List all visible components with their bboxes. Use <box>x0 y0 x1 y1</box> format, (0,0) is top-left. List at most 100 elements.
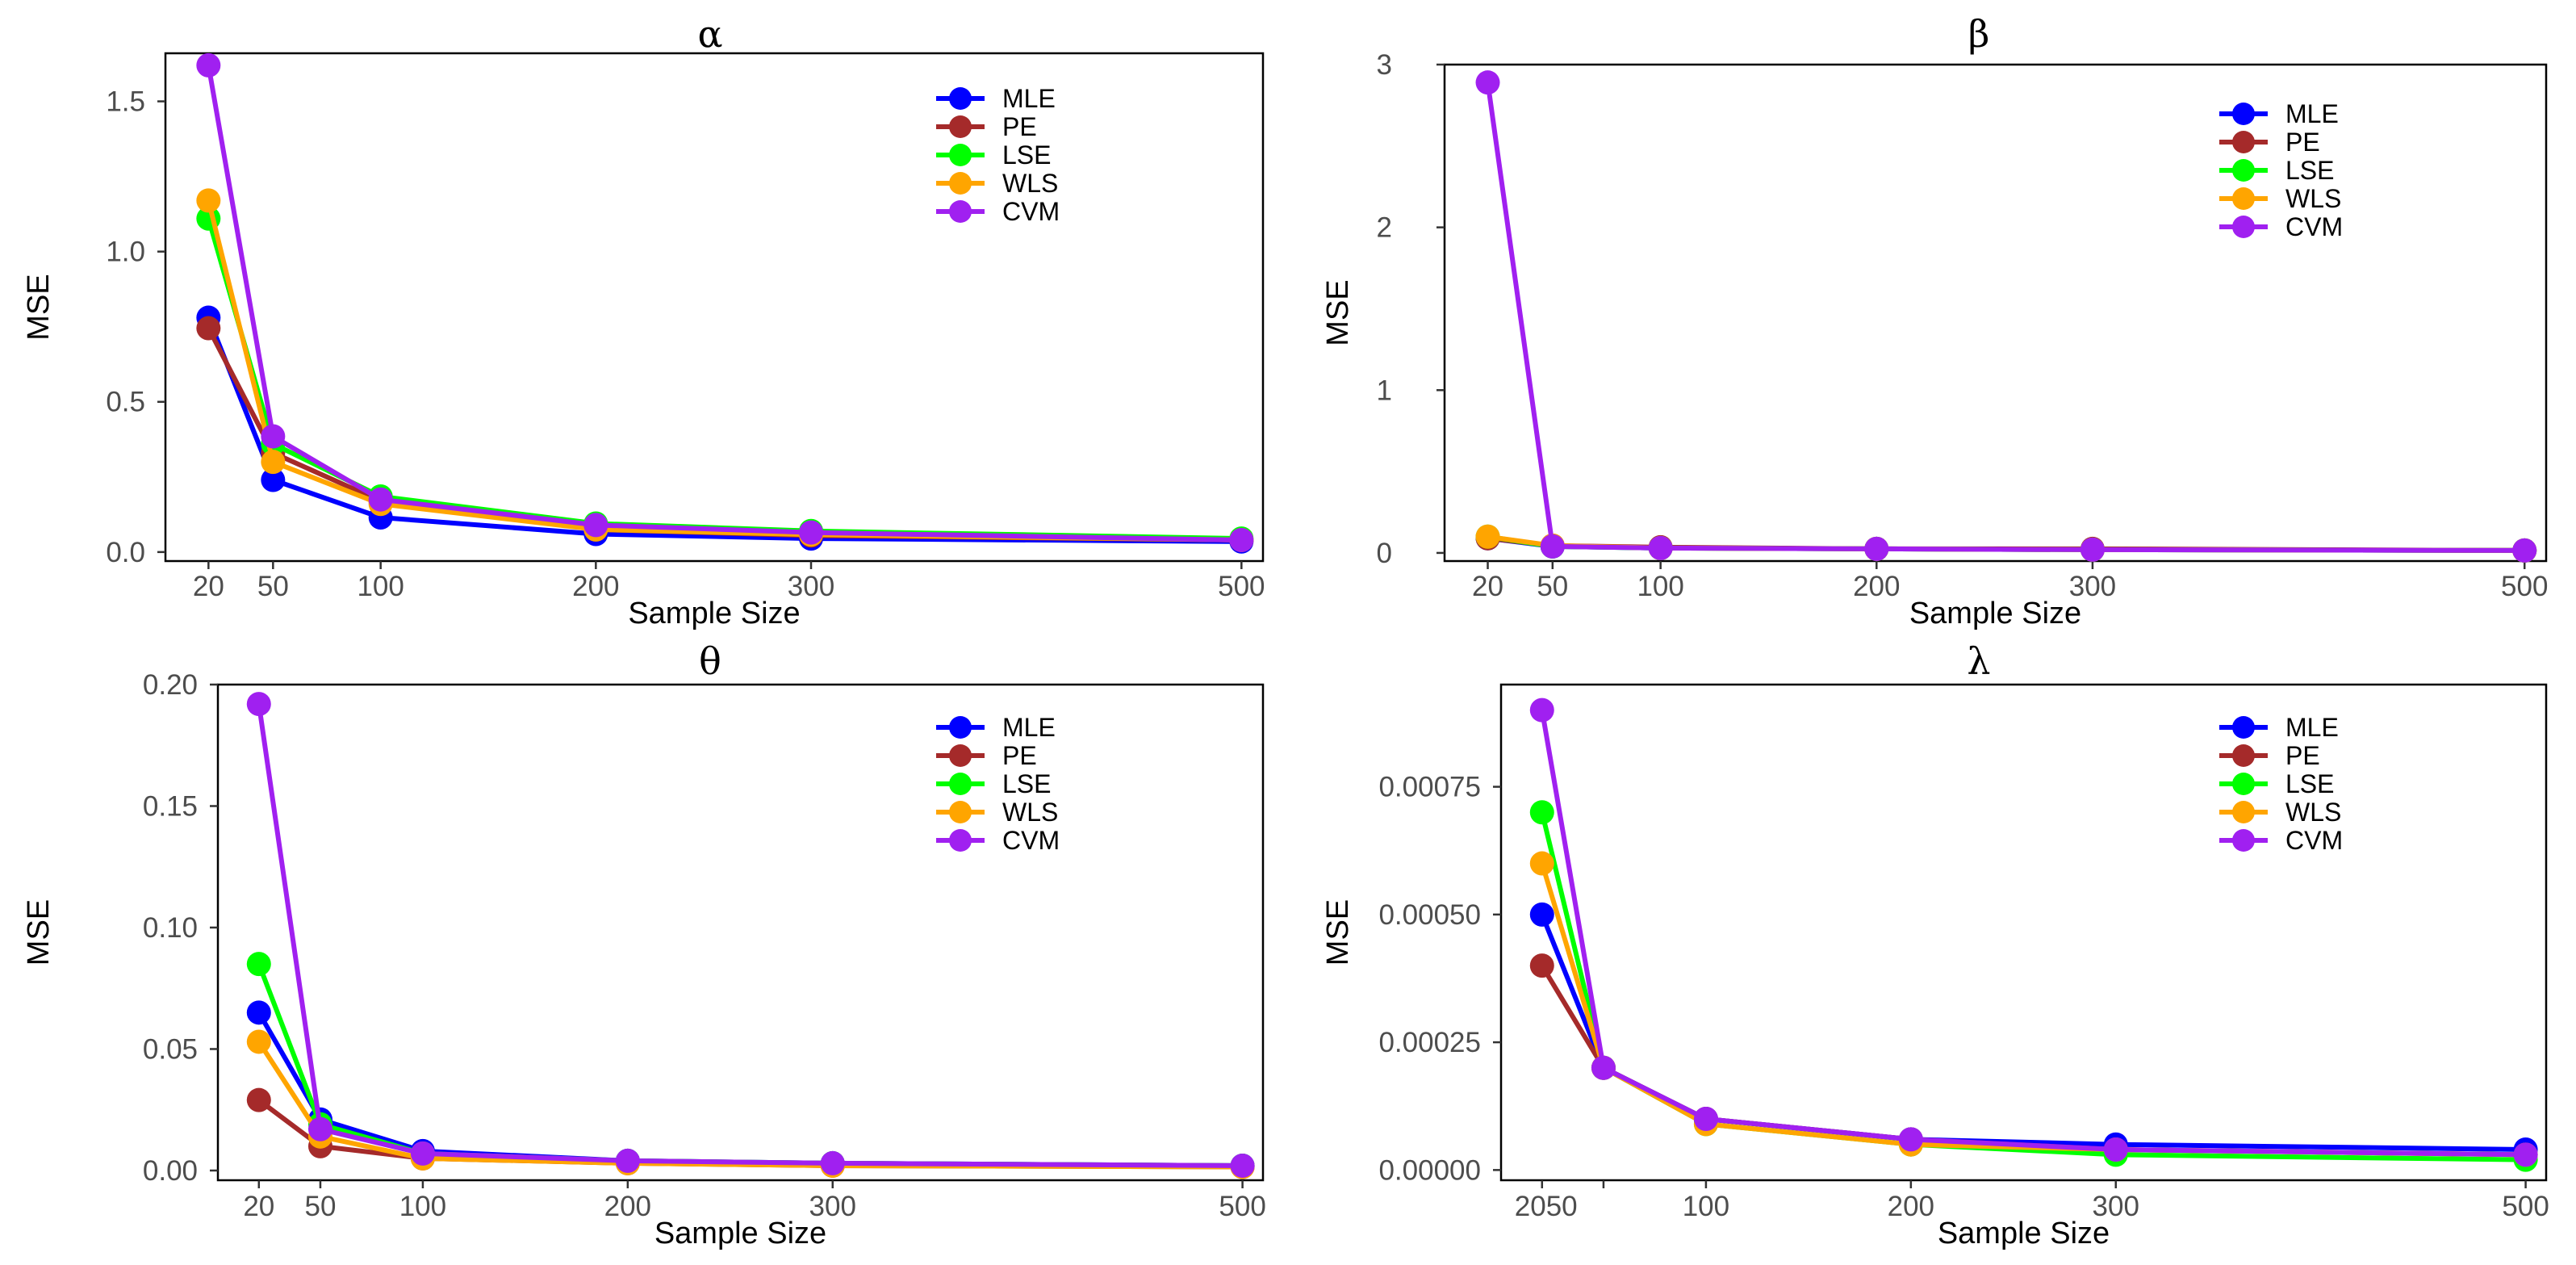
y-tick-label: 0.15 <box>143 790 198 822</box>
series-line-mle <box>206 316 1242 544</box>
chart-title: β <box>1968 12 1990 56</box>
series-line-pe <box>1540 964 2526 1158</box>
series-line-mle <box>257 1011 1243 1168</box>
plot-frame <box>1443 63 2548 563</box>
data-point-pe <box>1529 953 1554 978</box>
legend-label-pe: PE <box>1002 112 1037 141</box>
data-point-cvm <box>820 1150 845 1175</box>
data-point-cvm <box>1529 697 1554 723</box>
data-point-pe <box>196 316 221 341</box>
series-pe <box>196 316 1254 552</box>
legend-key-marker <box>949 115 972 138</box>
series-wls <box>1475 524 2537 563</box>
series-mle <box>196 305 1254 554</box>
legend-label-lse: LSE <box>2285 769 2334 798</box>
y-tick-label: 1.0 <box>106 237 145 268</box>
y-axis-label: MSE <box>1321 279 1355 346</box>
x-tick-label: 300 <box>788 571 834 602</box>
data-point-cvm <box>615 1148 640 1173</box>
data-point-cvm <box>2513 1142 2538 1167</box>
data-point-mle <box>1529 902 1554 927</box>
x-tick-label: 300 <box>2093 1191 2139 1222</box>
legend-key-marker <box>949 801 972 823</box>
series-cvm <box>1529 697 2538 1167</box>
legend-key-marker <box>2232 744 2255 767</box>
legend-label-lse: LSE <box>1002 140 1051 170</box>
data-point-cvm <box>1591 1055 1616 1080</box>
y-tick-label: 0.5 <box>106 387 145 418</box>
data-point-cvm <box>2103 1137 2128 1162</box>
legend-key-marker <box>949 744 972 767</box>
legend-key-marker <box>2232 131 2255 153</box>
series-wls <box>1529 851 2538 1167</box>
y-tick-label: 1.5 <box>106 86 145 118</box>
data-point-cvm <box>2080 537 2105 562</box>
series-mle <box>1475 526 2537 563</box>
data-point-cvm <box>799 520 823 545</box>
legend-label-mle: MLE <box>1002 713 1056 742</box>
series-lse <box>1475 524 2537 563</box>
y-tick-label: 2 <box>1377 212 1392 244</box>
legend-label-cvm: CVM <box>1002 826 1060 855</box>
legend-key-marker <box>949 773 972 795</box>
data-point-lse <box>246 952 271 977</box>
chart-title: λ <box>1967 639 1990 683</box>
x-tick-label: 100 <box>357 571 404 602</box>
legend-key-marker <box>2232 829 2255 852</box>
chart-panel-3: θ 0.00 0.05 0.10 0.15 0.20 20 50 100 200 300 500 Sam… <box>22 639 1266 1250</box>
y-tick-label: 0 <box>1377 538 1392 569</box>
data-point-cvm <box>583 513 608 538</box>
legend-key-marker <box>2232 773 2255 795</box>
data-point-wls <box>246 1029 271 1054</box>
y-tick-label: 0.00075 <box>1378 772 1481 803</box>
legend-label-mle: MLE <box>1002 84 1056 113</box>
x-axis-label: Sample Size <box>628 597 800 630</box>
chart-panel-2: β 0 1 2 3 20 50 100 200 300 500 Sample Size MSE MLEPE… <box>1321 12 2548 630</box>
legend-label-mle: MLE <box>2285 713 2339 742</box>
x-axis-label: Sample Size <box>1909 597 2081 630</box>
x-tick-label: 200 <box>1888 1191 1934 1222</box>
y-axis-label: MSE <box>22 899 56 966</box>
legend-key-marker <box>2232 159 2255 182</box>
series-line-cvm <box>206 65 1242 542</box>
legend-label-cvm: CVM <box>2285 212 2343 241</box>
data-point-cvm <box>1229 527 1254 552</box>
x-tick-label: 20 <box>193 571 224 602</box>
y-tick-label: 0.20 <box>143 669 198 701</box>
series-line-cvm <box>256 703 1243 1168</box>
data-point-cvm <box>1230 1153 1255 1178</box>
series-line-pe <box>206 327 1242 542</box>
x-tick-label: 200 <box>572 571 619 602</box>
data-point-cvm <box>261 424 286 449</box>
series-line-cvm <box>1539 710 2526 1158</box>
data-point-cvm <box>410 1141 435 1166</box>
series-line-lse <box>1539 811 2526 1162</box>
y-tick-label: 3 <box>1377 49 1392 81</box>
data-point-cvm <box>1864 536 1889 561</box>
x-tick-label: 300 <box>2069 571 2116 602</box>
series-lse <box>1529 800 2538 1172</box>
y-tick-label: 1 <box>1377 375 1392 406</box>
data-point-cvm <box>1475 70 1500 95</box>
y-axis-label: MSE <box>22 274 56 340</box>
plot-frame <box>164 52 1265 563</box>
legend-label-lse: LSE <box>1002 769 1051 798</box>
data-point-cvm <box>196 52 221 77</box>
legend-key-marker <box>949 200 972 223</box>
y-tick-label: 0.00050 <box>1378 899 1481 931</box>
data-point-cvm <box>368 487 393 512</box>
data-point-cvm <box>1898 1127 1923 1152</box>
series-line-lse <box>256 963 1243 1168</box>
plot-frame <box>216 683 1265 1182</box>
chart-panel-1: α 0.0 0.5 1.0 1.5 20 50 100 200 300 500 Sample Size… <box>22 12 1265 630</box>
data-point-cvm <box>1540 534 1565 559</box>
legend-label-wls: WLS <box>1002 798 1058 827</box>
data-point-wls <box>261 450 286 475</box>
x-tick-label: 100 <box>399 1191 446 1222</box>
series-lse <box>196 206 1254 551</box>
legend-label-pe: PE <box>1002 741 1037 770</box>
x-tick-label: 500 <box>2501 571 2548 602</box>
